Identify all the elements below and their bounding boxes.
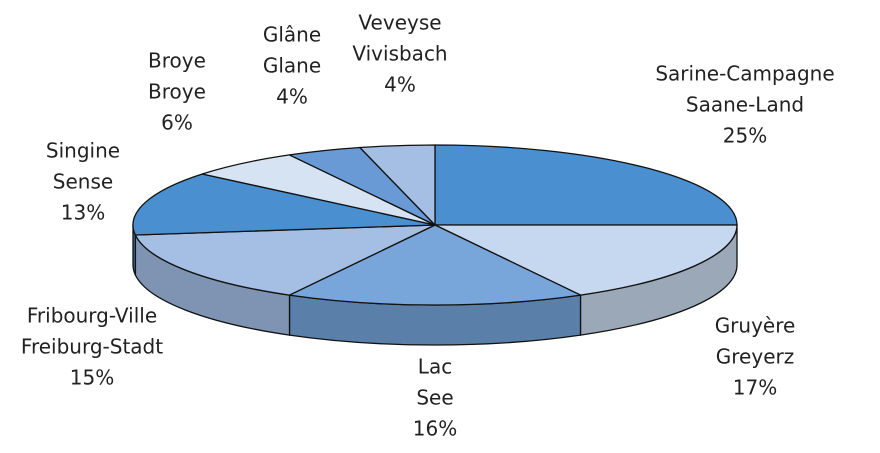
slice-label: Glane bbox=[263, 54, 321, 78]
slice-label: Broye bbox=[148, 49, 206, 73]
slice-label: Saane-Land bbox=[686, 93, 804, 117]
value-label: 25% bbox=[723, 124, 767, 148]
slice-label: Lac bbox=[418, 355, 452, 379]
slice-label: Singine bbox=[46, 139, 120, 163]
pie-slice bbox=[434, 224, 738, 296]
value-label: 15% bbox=[70, 366, 114, 390]
value-label: 4% bbox=[384, 73, 416, 97]
slice-label: Glâne bbox=[263, 23, 321, 47]
pie-slice bbox=[359, 144, 436, 226]
pie-slice bbox=[288, 224, 582, 306]
pie-slice bbox=[134, 224, 436, 296]
pie-slice bbox=[132, 173, 436, 236]
slice-label: See bbox=[416, 386, 453, 410]
slice-label: Greyerz bbox=[716, 345, 794, 369]
slice-label: Fribourg-Ville bbox=[27, 304, 157, 328]
value-label: 16% bbox=[413, 417, 457, 441]
value-label: 17% bbox=[733, 376, 777, 400]
value-label: 13% bbox=[61, 201, 105, 225]
slice-label: Veveyse bbox=[358, 11, 441, 35]
value-label: 6% bbox=[161, 111, 193, 135]
slice-label: Vivisbach bbox=[352, 42, 447, 66]
value-label: 4% bbox=[276, 85, 308, 109]
pie-slice bbox=[434, 144, 738, 226]
slice-label: Sense bbox=[53, 170, 113, 194]
slice-label: Sarine-Campagne bbox=[655, 62, 834, 86]
slice-label: Gruyère bbox=[715, 314, 796, 338]
slice-label: Broye bbox=[148, 80, 206, 104]
slice-label: Freiburg-Stadt bbox=[21, 335, 163, 359]
